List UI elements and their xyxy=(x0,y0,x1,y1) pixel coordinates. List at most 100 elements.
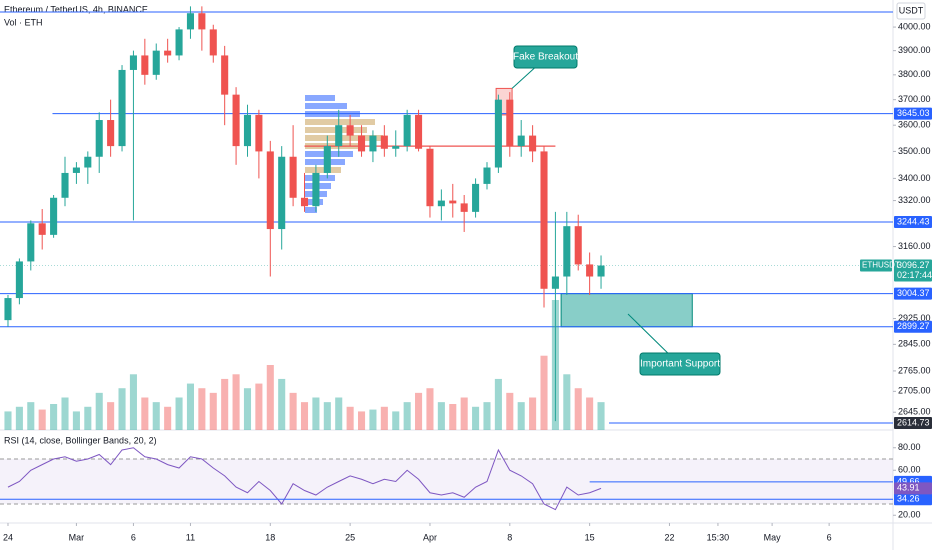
currency[interactable]: USDT xyxy=(899,5,924,15)
chart-title: Ethereum / TetherUS, 4h, BINANCE xyxy=(4,4,148,14)
x-tick-label: 6 xyxy=(131,532,136,542)
candle-body xyxy=(129,55,137,70)
volume-bar xyxy=(186,383,194,430)
candle-body xyxy=(61,172,69,198)
candle-body xyxy=(403,114,411,147)
rsi-line xyxy=(7,447,602,511)
volume-bar xyxy=(506,392,514,430)
volume-bar xyxy=(597,402,605,430)
volume-bar xyxy=(164,406,172,430)
volume-bar xyxy=(50,404,58,430)
volume-bar xyxy=(574,388,582,430)
candle-body xyxy=(289,156,297,198)
x-tick-label: 15 xyxy=(585,532,595,542)
x-tick-label: 11 xyxy=(186,532,195,542)
currency-box[interactable] xyxy=(896,2,926,20)
volume-bar xyxy=(335,397,343,430)
candle-body xyxy=(198,13,206,30)
candle-body xyxy=(506,99,514,147)
x-tick-label: May xyxy=(764,532,782,542)
volume-bar xyxy=(586,397,594,430)
candle-body xyxy=(563,226,571,277)
volume-bar xyxy=(107,402,115,430)
candle-body xyxy=(152,50,160,75)
rsi-level-label: 34.26 xyxy=(897,494,920,504)
volume-bar xyxy=(232,374,240,430)
volume-bar xyxy=(300,402,309,430)
callout-box xyxy=(639,352,721,376)
volume-bar xyxy=(84,406,92,430)
last-price-label: 3096.27 xyxy=(897,260,930,270)
volume-bar xyxy=(346,406,354,430)
rsi-last-label-box xyxy=(894,482,932,495)
y-tick-label: 3400.00 xyxy=(898,173,931,183)
candle-body xyxy=(175,29,183,56)
candle-body xyxy=(380,135,388,149)
level-label-box xyxy=(894,320,932,333)
volume-bar xyxy=(369,409,377,430)
volume-bar xyxy=(529,397,537,430)
support-zone xyxy=(560,293,693,328)
volume-bar xyxy=(415,392,423,430)
rsi-title: RSI (14, close, Bollinger Bands, 20, 2) xyxy=(4,435,157,445)
y-tick-label: 2705.00 xyxy=(898,386,931,396)
callout-label: Fake Breakout xyxy=(513,52,578,63)
volume-bar xyxy=(141,397,149,430)
candle-body xyxy=(50,197,58,235)
candle-body xyxy=(426,148,434,207)
candle-body xyxy=(38,223,46,235)
level-label-box xyxy=(894,216,932,229)
level-label-box xyxy=(894,287,932,300)
candle-body xyxy=(335,125,343,147)
last-price-box xyxy=(894,259,932,282)
candle-body xyxy=(84,156,92,168)
y-tick-label: 20.00 xyxy=(898,510,921,520)
candle-body xyxy=(232,94,240,147)
candle-body xyxy=(437,200,445,207)
candle-body xyxy=(312,172,320,207)
volume-bar xyxy=(323,402,331,430)
candle-body xyxy=(494,99,502,168)
level-label: 2899.27 xyxy=(897,321,930,331)
volume-bar xyxy=(175,397,183,430)
volume-bar xyxy=(540,355,548,430)
volume-bar xyxy=(289,392,297,430)
y-tick-label: 4000.00 xyxy=(898,21,931,31)
candle-body xyxy=(95,120,103,157)
candle-body xyxy=(574,226,582,265)
x-tick-label: 6 xyxy=(827,532,832,542)
x-tick-label: 24 xyxy=(3,532,13,542)
volume-bar xyxy=(483,402,491,430)
candle-body xyxy=(551,276,559,289)
volume-bar xyxy=(243,388,252,430)
candle-body xyxy=(357,135,366,152)
volume-bar xyxy=(95,392,103,430)
volume-bar xyxy=(460,397,468,430)
x-tick-label: 25 xyxy=(345,532,355,542)
volume-bar xyxy=(152,402,160,430)
y-tick-label: 3320.00 xyxy=(898,195,931,205)
y-tick-label: 3800.00 xyxy=(898,69,931,79)
y-tick-label: 3600.00 xyxy=(898,120,931,130)
rsi-level-label-box xyxy=(894,493,932,506)
volume-bar xyxy=(38,409,46,430)
level-label-box xyxy=(894,107,932,120)
y-tick-label: 3500.00 xyxy=(898,146,931,156)
candle-body xyxy=(529,135,537,152)
candle-body xyxy=(118,69,126,147)
y-tick-label: 2845.00 xyxy=(898,339,931,349)
candle-body xyxy=(597,265,605,277)
candle-body xyxy=(483,167,491,184)
candle-body xyxy=(586,264,594,277)
candle-body xyxy=(4,298,12,321)
volume-title: Vol · ETH xyxy=(4,17,43,27)
x-tick-label: 15:30 xyxy=(707,532,730,542)
candle-body xyxy=(164,50,172,56)
y-tick-label: 3160.00 xyxy=(898,241,931,251)
volume-bar xyxy=(472,406,480,430)
volume-bar xyxy=(266,365,274,430)
level-label-box xyxy=(894,416,932,429)
volume-bar xyxy=(118,388,126,430)
y-tick-label: 2645.00 xyxy=(898,407,931,417)
x-tick-label: 22 xyxy=(664,532,674,542)
